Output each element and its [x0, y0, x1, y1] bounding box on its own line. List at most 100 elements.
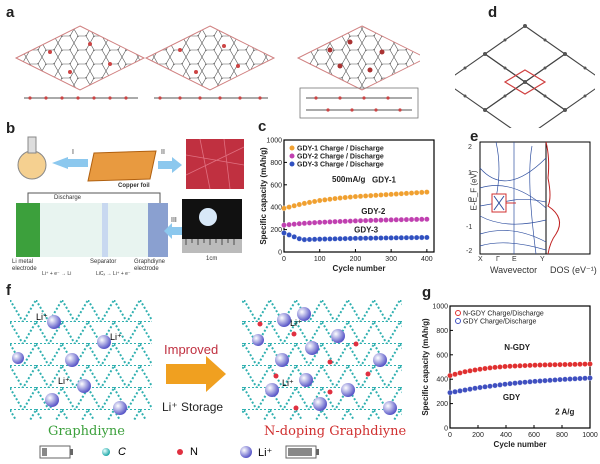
- series-gdy-3-point-19: [378, 235, 384, 241]
- series-gdy-point-19: [542, 377, 548, 384]
- series-gdy-3-point-15: [357, 235, 364, 242]
- panel-label-f: f: [6, 282, 11, 299]
- series-gdy-3-point-14: [352, 235, 359, 242]
- reaction-left: Li⁺ + e⁻ → Li: [42, 271, 72, 277]
- e-ytick-2: 0: [468, 197, 472, 204]
- step-3-label: III: [171, 217, 177, 224]
- series-gdy-2-point-2: [291, 221, 297, 227]
- legend-marker-1: [455, 318, 461, 324]
- e-ytick-4: -2: [466, 248, 473, 255]
- series-gdy-2-point-15: [357, 217, 364, 224]
- reaction-right: LiCₓ → Li⁺ + e⁻: [96, 271, 131, 277]
- li-ion-label-1: Li⁺: [36, 312, 48, 322]
- series-gdy-2-point-17: [367, 217, 374, 224]
- series-gdy-3-point-3: [296, 235, 303, 242]
- series-gdy-point-10: [497, 382, 503, 388]
- series-gdy-2-point-0: [281, 222, 287, 228]
- series-n-gdy-point-14: [517, 363, 523, 369]
- series-gdy-2-point-16: [362, 217, 369, 224]
- series-gdy-1-point-3: [296, 201, 303, 208]
- label-ngdy: N-GDY: [504, 343, 530, 352]
- series-gdy-1-point-6: [311, 198, 318, 205]
- series-n-gdy-point-17: [532, 362, 538, 368]
- series-gdy-3-point-11: [337, 235, 343, 242]
- series-gdy-1-point-8: [322, 197, 328, 203]
- li-ion-label-4: Li⁺: [290, 318, 302, 328]
- series-gdy-1-point-0: [281, 205, 287, 212]
- label-gdy: GDY: [503, 393, 521, 402]
- y-tick-label-4: 800: [270, 160, 282, 167]
- x-tick-label-4: 800: [556, 432, 568, 439]
- e-ytick-3: -1: [466, 224, 473, 231]
- series-gdy-1-point-10: [332, 195, 338, 202]
- series-gdy-point-22: [557, 376, 563, 383]
- li-ion-label-5: Li⁺: [282, 378, 294, 388]
- series-gdy-2-point-20: [383, 217, 389, 223]
- series-gdy-1-point-27: [419, 189, 425, 196]
- e-ktick-0: X: [478, 256, 483, 263]
- label-gdy3: GDY-3: [354, 225, 379, 234]
- panel-g-chart: 0 200 400 600 800 1000 0 200 400 600 800 1000 Cycle …: [421, 304, 598, 450]
- series-gdy-point-24: [567, 376, 573, 382]
- series-gdy-1-point-14: [352, 193, 359, 200]
- series-gdy-2-point-6: [311, 219, 318, 226]
- series-gdy-3-point-20: [383, 235, 389, 241]
- e-ytick-1: 1: [468, 170, 472, 177]
- series-gdy-1-point-17: [367, 192, 374, 199]
- series-gdy-point-8: [487, 383, 493, 389]
- panel-label-b: b: [6, 120, 16, 137]
- series-n-gdy-point-7: [482, 365, 488, 372]
- e-ylabel: E-E_F (eV): [469, 170, 479, 211]
- series-gdy-point-26: [577, 375, 583, 382]
- panel-label-c: c: [258, 118, 267, 135]
- x-axis-label: Cycle number: [333, 264, 386, 273]
- x-tick-label-0: 0: [448, 432, 452, 439]
- series-n-gdy-point-24: [567, 361, 573, 368]
- series-gdy-1-point-1: [286, 204, 292, 210]
- series-n-gdy-point-21: [552, 361, 558, 368]
- lattice-1: [14, 25, 146, 100]
- series-gdy-point-2: [457, 388, 463, 394]
- series-n-gdy-point-16: [527, 362, 533, 369]
- series-gdy-2-point-21: [388, 217, 394, 223]
- series-gdy-2-point-19: [378, 217, 384, 223]
- series-gdy-3-point-17: [367, 235, 374, 241]
- e-dos-label: DOS (eV⁻¹): [550, 265, 597, 275]
- series-gdy-3-point-27: [419, 234, 425, 241]
- scale-label: 1cm: [206, 256, 218, 262]
- legend-c: C: [118, 446, 126, 458]
- lattice-2: [144, 25, 276, 100]
- label-gdy2: GDY-2: [361, 207, 386, 216]
- li-ion-label-3: Li⁺: [58, 376, 70, 386]
- series-gdy-3-point-6: [311, 236, 318, 243]
- improved-label: Improved: [164, 342, 219, 357]
- series-n-gdy-point-5: [472, 367, 478, 373]
- x-axis-label: Cycle number: [494, 440, 547, 449]
- series-gdy-2-point-18: [373, 217, 379, 223]
- copper-foil-label: Copper foil: [118, 183, 150, 189]
- series-n-gdy-point-23: [562, 361, 568, 368]
- separator-label: Separator: [90, 259, 117, 265]
- series-gdy-3-point-28: [424, 234, 430, 241]
- series-gdy-1-point-9: [327, 196, 333, 202]
- series-gdy-point-14: [517, 379, 523, 386]
- series-gdy-2-point-28: [424, 216, 430, 222]
- series-n-gdy-point-4: [467, 368, 473, 374]
- e-ktick-1: Γ: [496, 256, 500, 263]
- series-gdy-1-point-12: [342, 194, 348, 201]
- series-gdy-point-16: [527, 378, 533, 385]
- series-gdy-3-point-12: [342, 235, 348, 242]
- x-tick-label-1: 100: [314, 256, 326, 263]
- series-gdy-point-7: [482, 384, 488, 390]
- series-gdy-2-point-9: [327, 219, 333, 225]
- series-gdy-1-point-18: [373, 192, 379, 199]
- series-gdy-3-point-0: [281, 230, 287, 236]
- series-n-gdy-point-26: [577, 361, 583, 367]
- e-ktick-2: Ε: [512, 256, 517, 263]
- series-gdy-1-point-11: [337, 195, 343, 201]
- y-axis-label: Specific capacity (mAh/g): [421, 318, 430, 416]
- series-gdy-3-point-2: [291, 234, 297, 240]
- y-tick-label-3: 600: [436, 352, 448, 359]
- lattice-3: [296, 25, 420, 119]
- series-gdy-1-point-26: [413, 189, 420, 196]
